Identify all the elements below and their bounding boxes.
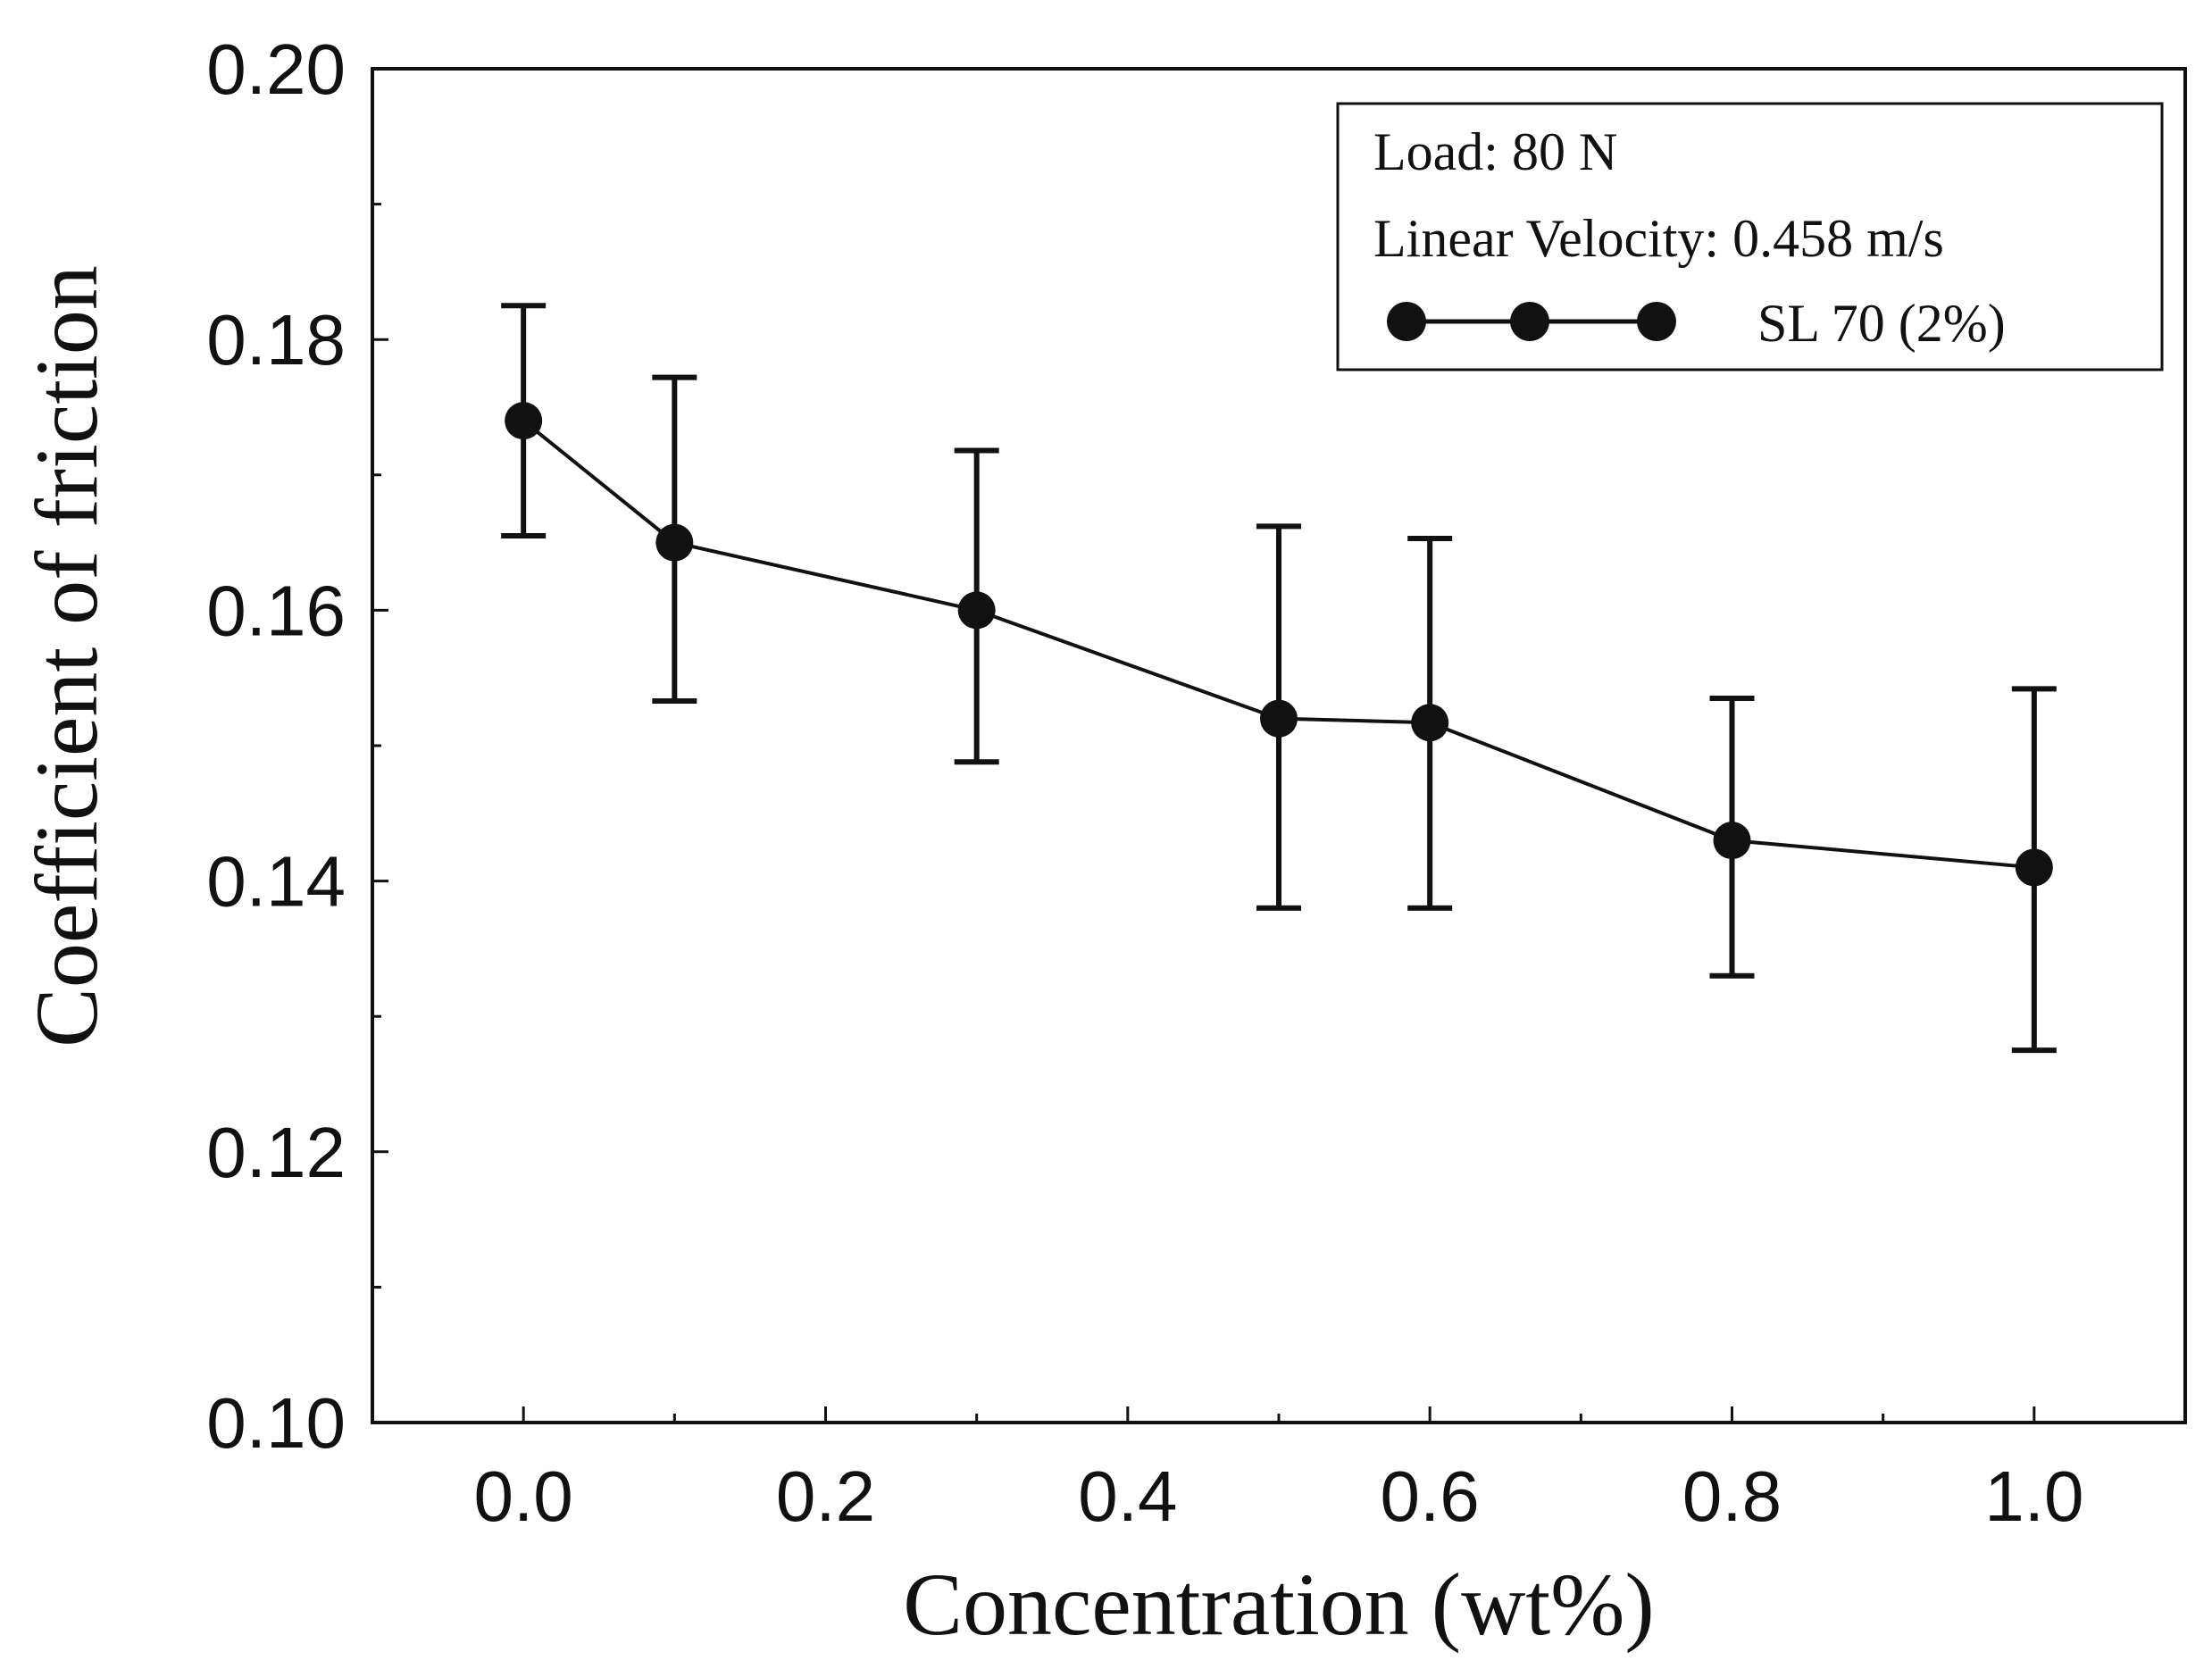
x-tick-label: 0.6	[1381, 1456, 1480, 1536]
y-axis: 0.10 0.12 0.14 0.16 0.18 0.20	[206, 29, 388, 1463]
y-axis-title: Coefficient of friction	[17, 265, 116, 1047]
legend-series-label: SL 70 (2%)	[1757, 294, 2006, 353]
y-tick-label: 0.20	[206, 29, 346, 109]
y-tick-label: 0.14	[206, 842, 346, 922]
y-tick-label: 0.16	[206, 571, 346, 650]
data-point	[1714, 822, 1751, 859]
y-tick-label: 0.12	[206, 1113, 346, 1192]
x-tick-label: 0.0	[474, 1456, 573, 1536]
series-layer	[501, 305, 2057, 1050]
data-point	[1260, 700, 1298, 738]
x-tick-label: 0.8	[1682, 1456, 1782, 1536]
data-point	[2016, 848, 2053, 886]
legend-velocity-annotation: Linear Velocity: 0.458 m/s	[1373, 209, 1944, 268]
legend-marker	[1387, 302, 1426, 341]
data-point	[958, 591, 996, 629]
data-point	[505, 402, 542, 439]
x-tick-label: 0.2	[776, 1456, 875, 1536]
legend-marker	[1637, 302, 1676, 341]
data-point	[1411, 704, 1448, 741]
legend-marker	[1510, 302, 1549, 341]
friction-chart: 0.10 0.12 0.14 0.16 0.18 0.20 0.0 0.2 0.4 0.6 0.8…	[0, 0, 2212, 1669]
data-point	[655, 524, 693, 562]
legend: Load: 80 N Linear Velocity: 0.458 m/s SL…	[1338, 104, 2162, 370]
y-tick-label: 0.18	[206, 300, 346, 380]
x-axis: 0.0 0.2 0.4 0.6 0.8 1.0	[474, 1406, 2084, 1536]
x-tick-label: 1.0	[1984, 1456, 2083, 1536]
x-axis-title: Concentration (wt%)	[903, 1555, 1654, 1654]
y-tick-label: 0.10	[206, 1383, 346, 1463]
x-tick-label: 0.4	[1078, 1456, 1177, 1536]
legend-load-annotation: Load: 80 N	[1373, 122, 1617, 181]
